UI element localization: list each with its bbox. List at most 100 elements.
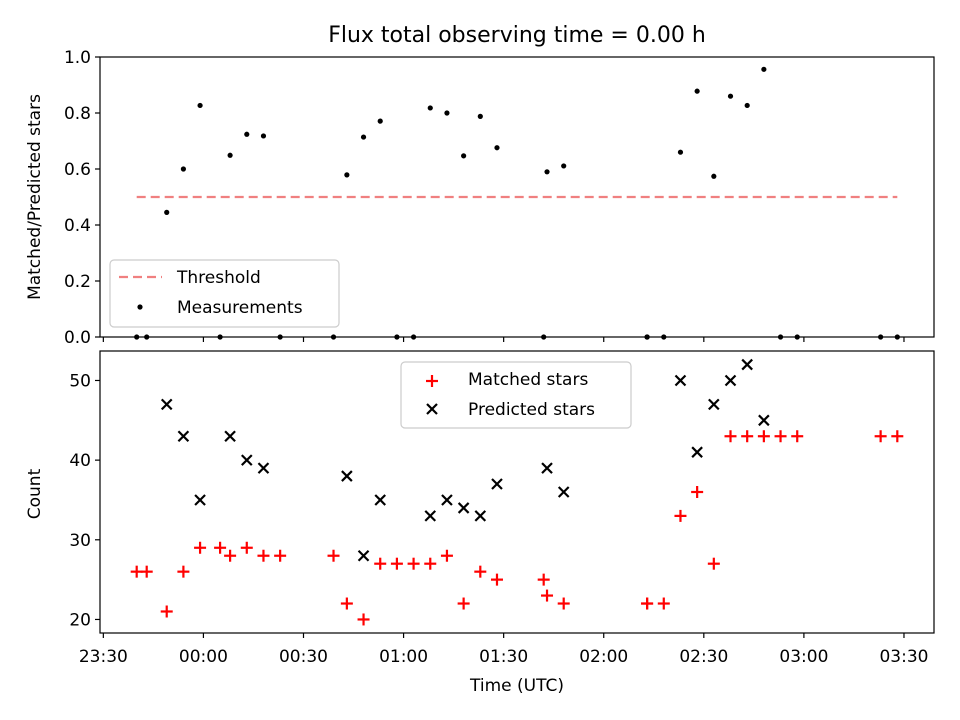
measurement-point xyxy=(244,131,250,137)
predicted-star-point xyxy=(741,358,753,371)
matched-star-point xyxy=(757,430,770,443)
top-x-axis-ticks xyxy=(102,337,905,342)
matched-stars-series xyxy=(130,430,904,626)
x-axis-label: Time (UTC) xyxy=(469,676,564,696)
measurement-point xyxy=(744,102,750,109)
predicted-star-point xyxy=(724,374,737,387)
matched-star-point xyxy=(390,557,403,570)
measurement-point xyxy=(427,105,433,111)
bottom-x-tick-label: 02:30 xyxy=(679,647,728,667)
measurement-point xyxy=(164,209,170,215)
matched-star-point xyxy=(224,549,237,562)
matched-star-point xyxy=(357,613,370,626)
matched-star-point xyxy=(741,430,754,443)
matched-star-point xyxy=(424,557,437,570)
top-y-tick-label: 1.0 xyxy=(64,48,91,68)
measurement-point xyxy=(197,102,203,109)
top-legend-box xyxy=(109,259,340,328)
matched-star-point xyxy=(257,549,270,562)
top-y-tick-label: 0.2 xyxy=(64,272,91,292)
matched-star-point xyxy=(791,430,804,443)
matched-star-point xyxy=(130,565,143,578)
measurement-point xyxy=(544,169,550,175)
predicted-star-point xyxy=(374,494,387,506)
measurement-point xyxy=(227,152,233,158)
top-legend: Threshold Measurements xyxy=(109,259,340,328)
measurement-point xyxy=(694,88,700,94)
predicted-star-point xyxy=(224,430,236,443)
top-y-axis: 0.0 0.2 0.4 0.6 0.8 1.0 xyxy=(64,48,100,348)
predicted-star-point xyxy=(357,549,370,562)
predicted-star-point xyxy=(160,398,173,411)
predicted-star-point xyxy=(177,430,190,443)
matched-star-point xyxy=(724,430,737,443)
matched-star-point xyxy=(374,557,387,570)
bottom-x-tick-label: 03:00 xyxy=(779,647,828,667)
bottom-y-axis: 20 30 40 50 xyxy=(69,371,100,630)
bottom-plot-frame xyxy=(99,350,935,634)
matched-star-point xyxy=(274,549,287,562)
matched-star-point xyxy=(641,597,654,610)
measurement-point xyxy=(494,145,500,151)
matched-star-point xyxy=(691,486,704,498)
predicted-star-point xyxy=(758,414,770,427)
matched-star-point xyxy=(537,573,550,586)
matched-star-point xyxy=(474,565,487,578)
measurement-point xyxy=(477,113,483,119)
top-y-tick-label: 0.6 xyxy=(64,160,91,180)
matched-star-point xyxy=(557,597,570,610)
measurement-point xyxy=(561,163,567,169)
bottom-y-axis-label: Count xyxy=(25,468,45,519)
matched-star-point xyxy=(194,541,207,554)
top-plot-frame xyxy=(99,56,935,338)
matched-star-point xyxy=(541,589,554,602)
predicted-star-point xyxy=(457,502,470,514)
predicted-star-point xyxy=(708,398,720,411)
matched-star-point xyxy=(160,605,173,618)
predicted-star-point xyxy=(194,494,206,506)
matched-star-point xyxy=(407,557,420,570)
predicted-star-point xyxy=(424,510,437,522)
bottom-panel: 20 30 40 50 23:30 00:00 00:30 01:00 01:30 02:00 0… xyxy=(25,350,935,696)
matched-star-point xyxy=(891,430,904,443)
bottom-x-tick-label: 03:30 xyxy=(879,647,928,667)
predicted-star-point xyxy=(491,478,503,490)
bottom-legend-box xyxy=(400,361,632,429)
matched-star-point xyxy=(457,597,470,610)
measurement-point xyxy=(677,149,684,155)
matched-legend-label: Matched stars xyxy=(468,370,588,390)
matched-star-point xyxy=(240,541,253,554)
top-y-axis-label: Matched/Predicted stars xyxy=(25,94,45,300)
measurement-point xyxy=(727,93,734,99)
measurement-point xyxy=(444,110,450,116)
predicted-star-point xyxy=(691,446,703,458)
bottom-x-tick-label: 00:30 xyxy=(279,647,328,667)
bottom-y-tick-label: 30 xyxy=(69,531,91,551)
measurements-series xyxy=(134,66,900,340)
threshold-legend-label: Threshold xyxy=(176,268,261,288)
matched-star-point xyxy=(874,430,887,443)
measurement-point xyxy=(761,66,767,72)
measurements-legend-swatch xyxy=(137,304,143,310)
top-y-tick-label: 0.4 xyxy=(64,216,91,236)
predicted-legend-swatch xyxy=(426,403,438,415)
predicted-star-point xyxy=(341,470,353,482)
predicted-stars-series xyxy=(160,358,770,562)
measurements-legend-label: Measurements xyxy=(177,298,303,318)
matched-star-point xyxy=(774,430,787,443)
bottom-y-tick-label: 40 xyxy=(69,451,91,471)
matched-star-point xyxy=(707,557,720,570)
matched-star-point xyxy=(490,573,503,586)
bottom-y-tick-label: 20 xyxy=(69,610,91,630)
predicted-star-point xyxy=(257,462,270,474)
bottom-x-tick-label: 01:00 xyxy=(379,647,428,667)
bottom-y-tick-label: 50 xyxy=(69,371,91,391)
matched-star-point xyxy=(340,597,353,610)
bottom-x-tick-label: 02:00 xyxy=(579,647,628,667)
top-y-tick-label: 0.0 xyxy=(64,328,91,348)
bottom-legend: Matched stars Predicted stars xyxy=(400,361,632,429)
top-y-tick-label: 0.8 xyxy=(64,104,91,124)
measurement-point xyxy=(377,118,383,124)
predicted-star-point xyxy=(241,454,253,466)
